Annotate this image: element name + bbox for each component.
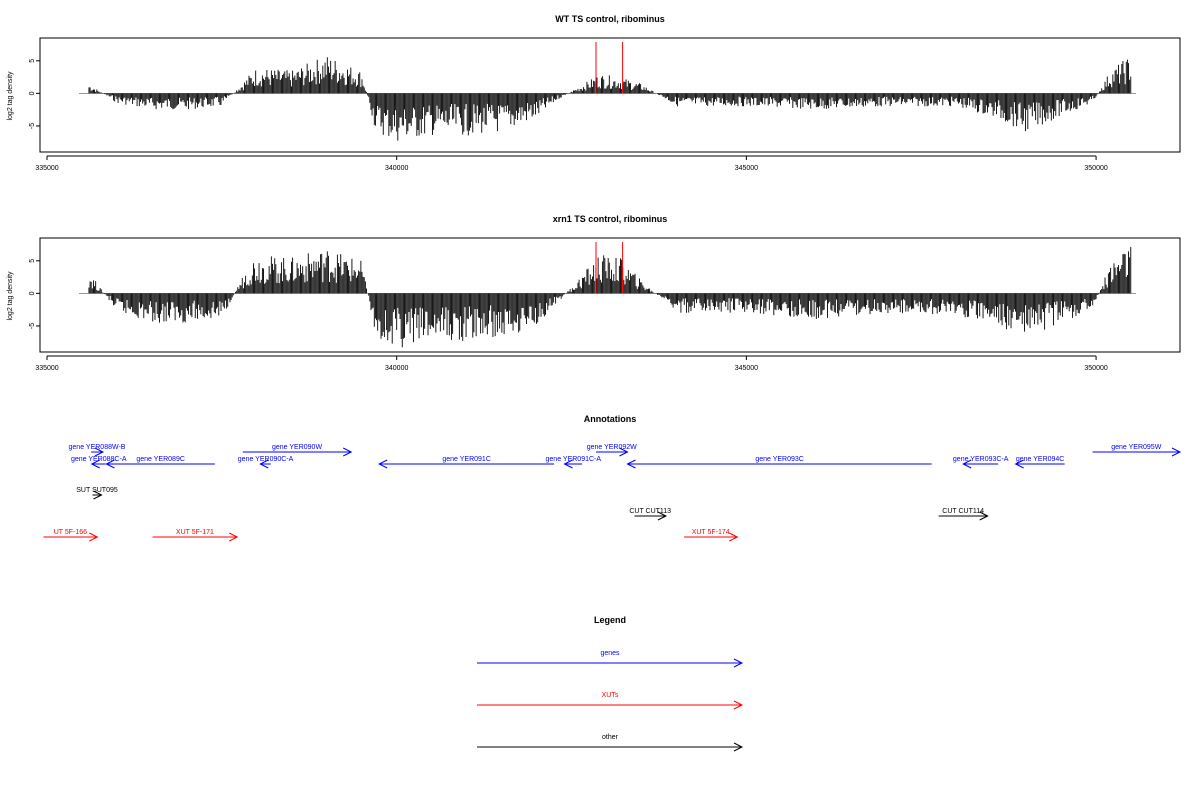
x-tick-label: 350000 (1084, 365, 1107, 372)
annotation-gene-yer092w: gene YER092W (587, 444, 637, 457)
y-tick-label: 5 (29, 259, 36, 263)
annotation-label: CUT CUT113 (629, 508, 671, 515)
panel-title: WT TS control, ribominus (555, 14, 665, 24)
annotation-gene-yer093c-a: gene YER093C-A (953, 456, 1009, 469)
annotation-arrowhead (962, 459, 972, 469)
y-tick-label: -5 (29, 323, 36, 329)
x-tick-label: 335000 (35, 165, 58, 172)
plot-frame (39, 37, 1181, 153)
y-axis-label: log2 tag density (7, 271, 14, 321)
legend-entry-other: other (477, 734, 744, 752)
annotation-arrowhead (93, 490, 103, 500)
density-bars (78, 246, 1137, 348)
panel-title: xrn1 TS control, ribominus (553, 214, 668, 224)
y-axis: -5 0 5 (29, 59, 40, 129)
annotation-arrowhead (94, 447, 105, 457)
annotation-label: gene YER088C-A (71, 456, 127, 463)
annotation-gene-yer091c-a: gene YER091C-A (546, 456, 602, 469)
annotation-gene-yer095w: gene YER095W (1092, 444, 1182, 457)
annotation-gene-yer093c: gene YER093C (626, 456, 932, 469)
legend-label: XUTs (602, 692, 619, 699)
legend-arrowhead (733, 658, 744, 668)
annotation-cut-cut114: CUT CUT114 (938, 508, 989, 521)
annotation-cut-cut113: CUT CUT113 (629, 508, 671, 521)
annotation-gene-yer090c-a: gene YER090C-A (238, 456, 294, 469)
annotation-label: gene YER091C-A (546, 456, 602, 463)
annotation-ut-5f-166: UT 5F-166 (43, 529, 99, 542)
annotation-label: SUT SUT095 (76, 487, 118, 494)
x-tick-label: 340000 (385, 165, 408, 172)
x-tick-label: 350000 (1084, 165, 1107, 172)
annotation-gene-yer088c-a: gene YER088C-A (71, 456, 127, 469)
annotation-gene-yer090w: gene YER090W (242, 444, 353, 457)
annotation-label: XUT 5F-171 (176, 529, 214, 536)
annotation-sut-sut095: SUT SUT095 (76, 487, 118, 500)
annotation-label: gene YER091C (442, 456, 491, 463)
annotation-gene-yer088w-b: gene YER088W-B (69, 444, 126, 457)
annotation-arrowhead (259, 459, 269, 469)
panel-wt: WT TS control, ribominus log2 tag densit… (7, 14, 1181, 172)
annotation-label: gene YER090W (272, 444, 322, 451)
y-tick-label: 0 (29, 91, 36, 95)
x-axis: 335000 340000 345000 350000 (35, 355, 1108, 372)
legend-section: Legend genes XUTs other (477, 615, 744, 752)
x-tick-label: 345000 (735, 365, 758, 372)
x-tick-label: 340000 (385, 365, 408, 372)
annotation-label: gene YER094C (1016, 456, 1065, 463)
density-bars (78, 57, 1137, 141)
legend-arrowhead (733, 700, 744, 710)
y-axis: -5 0 5 (29, 259, 40, 329)
annotation-arrowhead (657, 511, 668, 521)
annotations-section: Annotations gene YER088W-B gene YER088C-A… (43, 414, 1182, 542)
legend-arrowhead (733, 742, 744, 752)
y-tick-label: 5 (29, 59, 36, 63)
marker-lines (595, 42, 624, 94)
annotation-gene-yer094c: gene YER094C (1014, 456, 1065, 469)
annotation-gene-yer089c: gene YER089C (105, 456, 215, 469)
annotation-arrowhead (378, 459, 388, 469)
annotation-arrowhead (229, 532, 239, 542)
legend-entry-xuts: XUTs (477, 692, 744, 710)
annotation-xut-5f-174: XUT 5F-174 (684, 529, 739, 542)
annotation-label: gene YER093C-A (953, 456, 1009, 463)
annotation-label: XUT 5F-174 (692, 529, 730, 536)
x-tick-label: 335000 (35, 365, 58, 372)
annotation-arrowhead (1171, 447, 1182, 457)
x-axis: 335000 340000 345000 350000 (35, 155, 1108, 172)
annotation-label: gene YER088W-B (69, 444, 126, 451)
annotation-arrowhead (90, 459, 100, 469)
annotation-label: UT 5F-166 (54, 529, 87, 536)
annotation-label: gene YER092W (587, 444, 637, 451)
plot-frame (39, 237, 1181, 353)
annotation-xut-5f-171: XUT 5F-171 (152, 529, 239, 542)
annotation-label: gene YER093C (755, 456, 804, 463)
annotation-label: gene YER090C-A (238, 456, 294, 463)
y-tick-label: 0 (29, 291, 36, 295)
legend-label: other (602, 734, 619, 741)
annotation-items: gene YER088W-B gene YER088C-A gene YER089C… (43, 444, 1182, 542)
annotation-label: gene YER089C (136, 456, 185, 463)
legend-title: Legend (594, 615, 626, 625)
legend-entry-genes: genes (477, 650, 744, 668)
marker-lines (595, 242, 624, 294)
annotation-gene-yer091c: gene YER091C (378, 456, 555, 469)
y-axis-label: log2 tag density (7, 71, 14, 121)
annotation-arrowhead (626, 459, 636, 469)
annotation-arrowhead (1014, 459, 1024, 469)
panel-xrn1: xrn1 TS control, ribominus log2 tag dens… (7, 214, 1181, 372)
annotation-arrowhead (563, 459, 573, 469)
annotation-label: gene YER095W (1111, 444, 1161, 451)
annotation-arrowhead (619, 447, 629, 457)
annotation-label: CUT CUT114 (942, 508, 984, 515)
x-tick-label: 345000 (735, 165, 758, 172)
annotation-arrowhead (979, 511, 989, 521)
annotation-arrowhead (343, 447, 353, 457)
annotation-arrowhead (729, 532, 739, 542)
y-tick-label: -5 (29, 123, 36, 129)
legend-label: genes (600, 650, 620, 657)
annotation-arrowhead (105, 459, 115, 469)
annotation-arrowhead (89, 532, 99, 542)
annotations-title: Annotations (584, 414, 637, 424)
